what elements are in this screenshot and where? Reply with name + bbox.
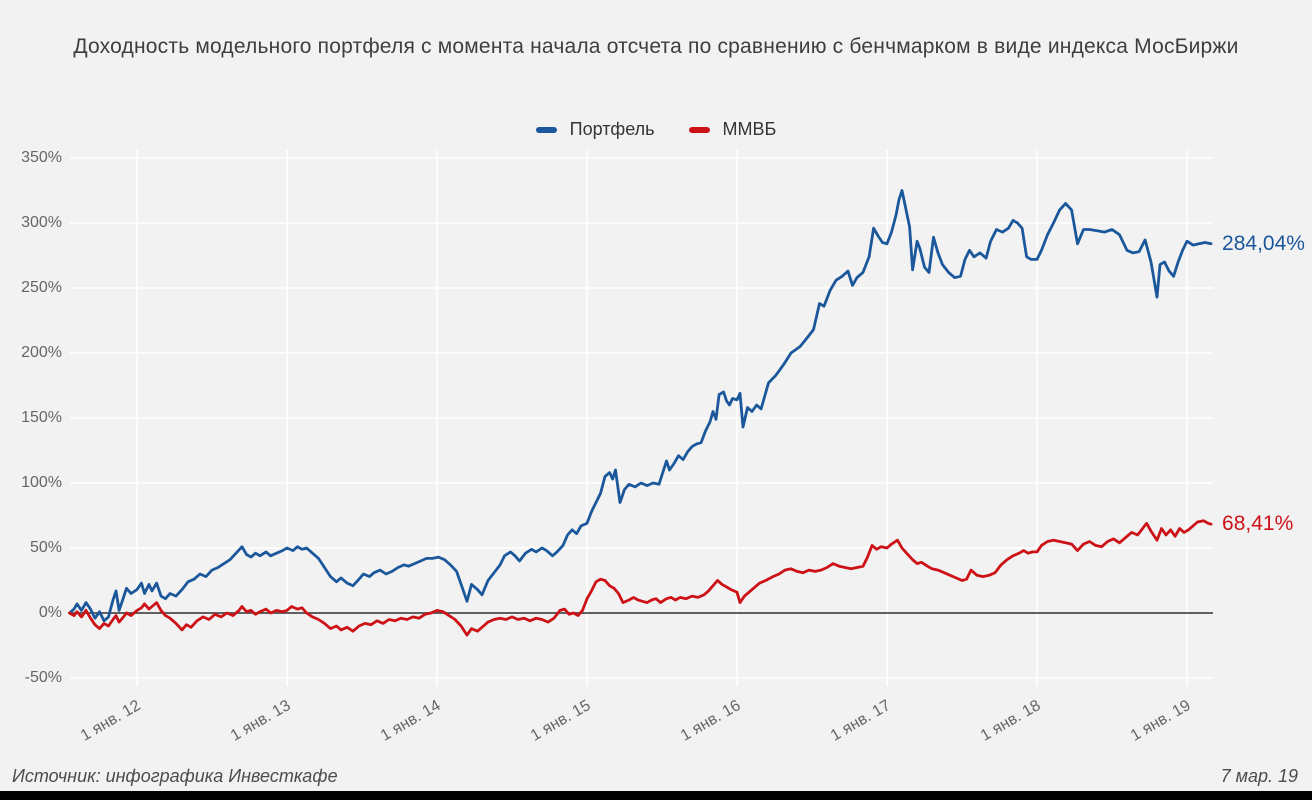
y-tick-label: 150%	[21, 409, 62, 426]
y-tick-label: 350%	[21, 149, 62, 166]
y-tick-label: 300%	[21, 214, 62, 231]
portfolio-line-swatch-icon	[535, 126, 557, 133]
legend-item-portfolio: Портфель	[535, 119, 655, 140]
y-tick-label: 0%	[38, 604, 62, 621]
legend-label-mmvb: ММВБ	[722, 119, 777, 139]
series-line-portfolio	[68, 189, 1213, 623]
mmvb-line-swatch-icon	[688, 126, 710, 133]
chart-legend: Портфель ММВБ	[0, 119, 1312, 140]
y-tick-label: 50%	[29, 539, 62, 556]
chart-title: Доходность модельного портфеля с момента…	[73, 35, 1239, 58]
y-tick-label: 200%	[21, 344, 62, 361]
y-tick-label: 250%	[21, 279, 62, 296]
y-tick-label: 100%	[21, 474, 62, 491]
portfolio-end-value-label: 284,04%	[1222, 231, 1305, 255]
y-tick-label: -50%	[24, 669, 62, 686]
legend-label-portfolio: Портфель	[569, 119, 655, 139]
mmvb-end-value-label: 68,41%	[1222, 512, 1294, 536]
date-note: 7 мар. 19	[1220, 766, 1298, 786]
bottom-bar	[0, 791, 1312, 800]
source-note: Источник: инфографика Инвесткафе	[12, 766, 338, 786]
chart-footer: Источник: инфографика Инвесткафе 7 мар. …	[0, 766, 1312, 787]
series-line-mmvb	[68, 519, 1213, 637]
legend-item-mmvb: ММВБ	[688, 119, 777, 140]
